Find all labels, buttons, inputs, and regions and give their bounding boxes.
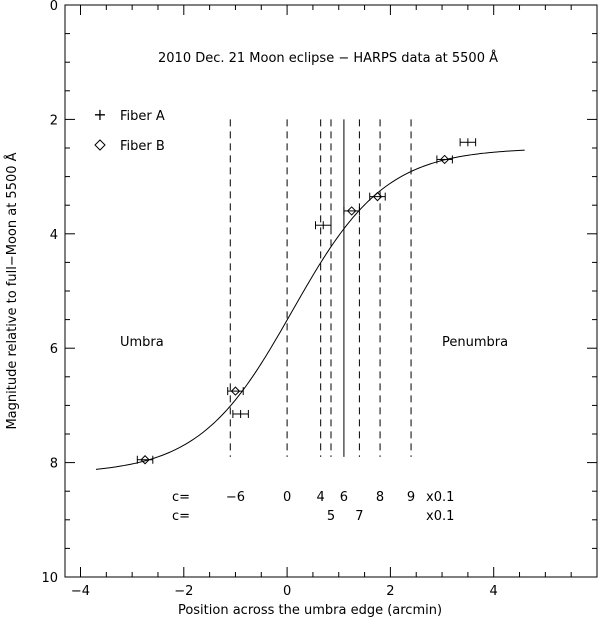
chart-title: 2010 Dec. 21 Moon eclipse − HARPS data a…	[158, 50, 498, 66]
point-fiber-a-2	[459, 138, 477, 147]
legend-plus-icon: +	[93, 105, 106, 124]
c-row2-value: 5	[327, 509, 335, 524]
point-fiber-b-3	[369, 191, 386, 202]
point-fiber-b-4	[436, 154, 453, 165]
y-tick-label: 10	[41, 571, 58, 586]
y-tick-label: 8	[50, 457, 58, 472]
diamond-marker	[346, 206, 357, 216]
c-row1-value: 4	[317, 490, 325, 505]
x-tick-label: 0	[283, 584, 291, 599]
x-tick-label: 2	[386, 584, 394, 599]
y-tick-label: 2	[50, 113, 58, 128]
c-row2-value: 7	[355, 509, 363, 524]
c-row1-value: 0	[283, 490, 291, 505]
diamond-marker	[439, 154, 450, 165]
c-row1-value: −6	[226, 490, 245, 505]
legend-diamond-icon	[94, 139, 106, 151]
y-tick-label: 6	[50, 342, 58, 357]
c-values: −6 0 4 6 8 9 5 7	[226, 490, 415, 524]
point-fiber-a-1	[315, 221, 332, 230]
legend-label-fiber-a: Fiber A	[120, 109, 165, 124]
y-tick-label: 4	[50, 228, 58, 243]
point-fiber-b-1	[227, 386, 244, 396]
model-curve	[95, 149, 525, 470]
umbra-label: Umbra	[120, 335, 164, 350]
c-row2-prefix: c=	[172, 509, 190, 524]
c-row1-value: 6	[340, 490, 348, 505]
x-tick-label: −2	[174, 584, 193, 599]
legend: + Fiber A Fiber B	[93, 105, 165, 154]
diamond-marker	[372, 191, 383, 202]
point-fiber-a-0	[232, 409, 249, 418]
c-row1-suffix: x0.1	[426, 490, 454, 505]
diamond-marker	[140, 455, 150, 465]
diamond-marker	[230, 386, 241, 396]
point-fiber-b-0	[136, 455, 154, 465]
point-fiber-b-2	[343, 206, 360, 216]
x-axis-title: Position across the umbra edge (arcmin)	[178, 603, 442, 618]
y-tick-label: 0	[50, 0, 58, 14]
y-axis-title: Magnitude relative to full−Moon at 5500 …	[4, 152, 20, 429]
boundary-lines	[229, 119, 412, 457]
x-tick-label: 4	[490, 584, 498, 599]
legend-label-fiber-b: Fiber B	[120, 139, 165, 154]
c-row1-value: 8	[376, 490, 384, 505]
data-points	[136, 138, 477, 465]
x-tick-label: −4	[71, 584, 90, 599]
penumbra-label: Penumbra	[442, 335, 508, 350]
c-row1-prefix: c=	[172, 490, 190, 505]
c-row2-suffix: x0.1	[426, 509, 454, 524]
c-row1-value: 9	[407, 490, 415, 505]
